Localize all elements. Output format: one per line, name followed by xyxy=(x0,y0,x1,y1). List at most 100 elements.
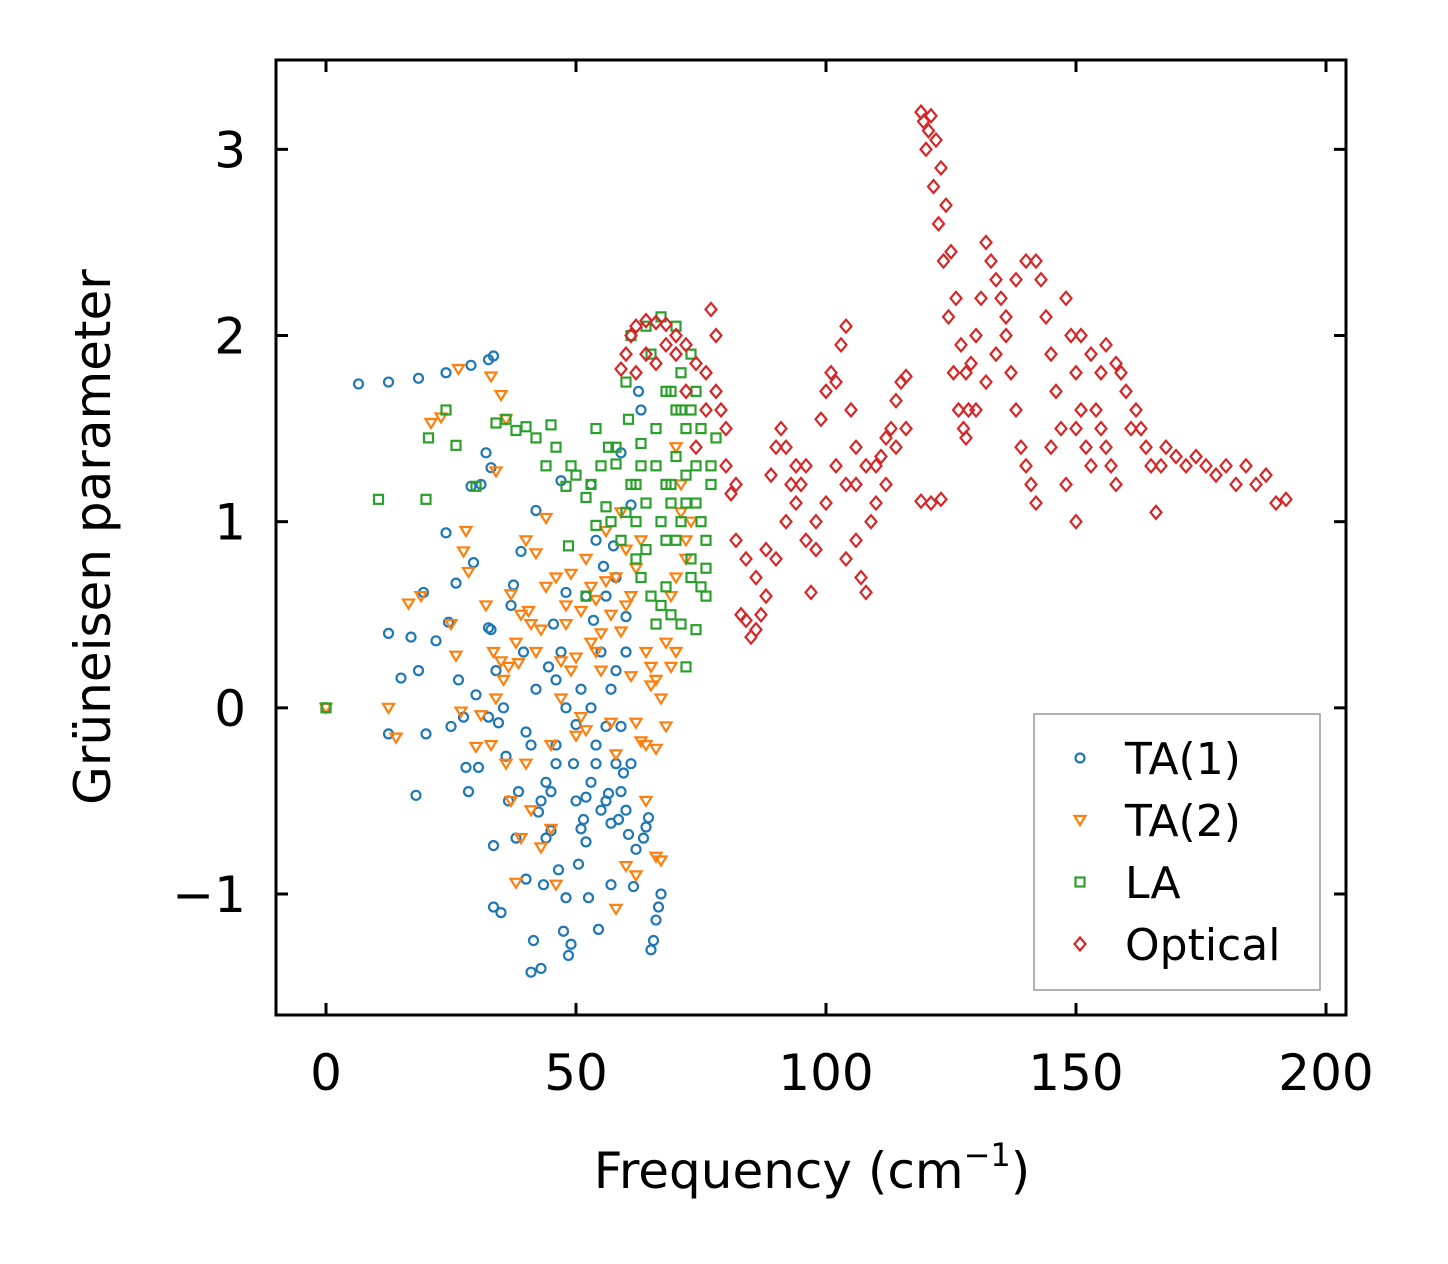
data-point xyxy=(779,513,793,530)
data-point xyxy=(568,730,584,743)
data-point xyxy=(647,934,660,947)
data-point xyxy=(668,442,684,455)
data-point xyxy=(511,658,526,671)
data-point xyxy=(388,732,404,745)
data-point xyxy=(839,318,853,335)
data-point xyxy=(744,628,758,646)
data-point xyxy=(620,646,632,658)
data-point xyxy=(936,252,951,270)
data-point xyxy=(598,525,614,539)
data-point xyxy=(422,432,435,444)
data-point xyxy=(563,568,579,581)
data-point xyxy=(1114,364,1128,381)
data-point xyxy=(709,327,723,344)
data-point xyxy=(689,439,703,456)
data-point xyxy=(570,469,582,481)
data-point xyxy=(979,234,993,251)
data-point xyxy=(525,966,537,978)
data-point xyxy=(655,599,667,612)
data-point xyxy=(819,383,833,400)
data-point xyxy=(749,621,763,638)
data-point xyxy=(472,761,485,774)
data-point xyxy=(487,901,500,913)
data-point xyxy=(633,535,649,548)
data-point xyxy=(605,817,617,829)
data-point xyxy=(460,761,472,774)
data-point xyxy=(605,516,617,528)
data-point xyxy=(462,786,475,798)
series-ta-1- xyxy=(320,350,667,978)
data-point xyxy=(553,693,569,706)
data-point xyxy=(809,513,823,530)
data-point xyxy=(443,618,459,632)
data-point xyxy=(565,938,577,950)
data-point xyxy=(1049,383,1063,400)
data-point xyxy=(382,376,395,388)
data-point xyxy=(613,626,629,639)
data-point xyxy=(705,478,717,491)
data-point xyxy=(769,550,783,568)
data-point xyxy=(659,336,673,354)
data-point xyxy=(577,813,590,826)
data-point xyxy=(573,712,589,725)
data-point xyxy=(729,532,743,549)
data-point xyxy=(979,373,993,391)
data-point xyxy=(869,457,883,475)
data-point xyxy=(625,758,637,770)
data-point xyxy=(921,122,936,139)
data-point xyxy=(668,646,684,660)
data-point xyxy=(620,611,632,623)
data-point xyxy=(1089,401,1103,419)
data-point xyxy=(824,364,838,381)
data-point xyxy=(685,553,697,565)
data-point xyxy=(610,458,622,470)
data-point xyxy=(834,336,848,354)
data-point xyxy=(610,665,622,677)
data-point xyxy=(670,450,682,463)
x-tick-label: 100 xyxy=(778,1044,873,1102)
data-point xyxy=(1199,457,1213,475)
data-point xyxy=(638,795,654,809)
data-point xyxy=(1109,476,1123,493)
data-point xyxy=(700,590,712,602)
data-point xyxy=(1044,345,1058,363)
data-point xyxy=(587,614,600,626)
data-point xyxy=(889,439,903,456)
data-point xyxy=(699,401,713,419)
data-point xyxy=(660,534,672,546)
data-point xyxy=(1079,439,1093,456)
data-point xyxy=(543,739,559,753)
y-tick-label: −1 xyxy=(172,866,246,924)
data-point xyxy=(560,480,572,492)
data-point xyxy=(570,795,582,807)
x-axis-label-end: ) xyxy=(1011,1142,1031,1200)
data-point xyxy=(563,665,579,678)
data-point xyxy=(535,795,547,807)
data-point xyxy=(1149,504,1163,521)
data-point xyxy=(759,541,773,558)
data-point xyxy=(1144,457,1158,475)
data-point xyxy=(542,661,555,673)
data-point xyxy=(931,215,946,233)
legend-markers xyxy=(1072,752,1088,953)
data-point xyxy=(640,497,652,509)
data-point xyxy=(450,577,462,589)
data-point xyxy=(764,466,778,484)
data-point xyxy=(670,534,682,546)
data-point xyxy=(580,836,592,848)
data-point xyxy=(503,795,519,809)
data-point xyxy=(749,569,763,586)
data-point xyxy=(1059,476,1073,493)
data-point xyxy=(689,355,703,372)
data-point xyxy=(558,600,574,613)
data-point xyxy=(486,646,501,660)
data-point xyxy=(1239,457,1253,475)
data-point xyxy=(518,535,534,548)
data-point xyxy=(926,178,941,195)
data-point xyxy=(719,457,733,475)
data-point xyxy=(600,795,612,807)
data-point xyxy=(624,327,638,344)
data-point xyxy=(590,534,602,546)
data-point xyxy=(799,532,813,549)
data-point xyxy=(450,439,462,451)
